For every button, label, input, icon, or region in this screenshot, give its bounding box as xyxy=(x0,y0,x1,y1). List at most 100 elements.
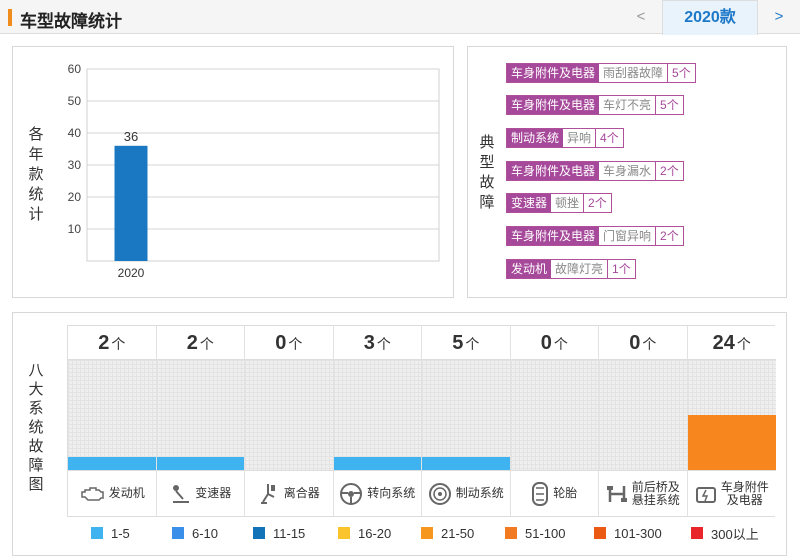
systems-label-char: 大 xyxy=(28,381,44,398)
fault-item[interactable]: 发动机 故障灯亮 1个 xyxy=(506,259,636,279)
legend-swatch xyxy=(421,527,433,539)
system-column-body-electric[interactable]: 24 个 车身附件 及电器 xyxy=(687,326,776,516)
fault-name: 车灯不亮 xyxy=(599,96,657,114)
system-level-area xyxy=(599,360,687,470)
engine-icon xyxy=(80,486,104,501)
system-count: 24 个 xyxy=(687,326,776,360)
yearly-label-char: 统 xyxy=(28,186,44,203)
systems-label-char: 障 xyxy=(28,457,44,474)
systems-label-char: 八 xyxy=(28,362,44,379)
yearly-label-char: 各 xyxy=(28,126,44,143)
bar-value-label: 36 xyxy=(124,129,138,144)
tire-icon xyxy=(532,481,549,506)
prev-year-button[interactable]: < xyxy=(636,8,646,25)
suspension-icon xyxy=(606,485,627,502)
typical-label-char: 障 xyxy=(479,194,495,211)
y-tick-label: 20 xyxy=(68,190,82,204)
title-accent xyxy=(8,9,12,26)
legend-swatch xyxy=(172,527,184,539)
fault-category: 车身附件及电器 xyxy=(507,96,600,114)
brake-disc-icon xyxy=(428,482,451,505)
system-label: 车身附件 及电器 xyxy=(687,470,776,516)
system-level-fill xyxy=(422,457,510,470)
fault-name: 故障灯亮 xyxy=(551,260,609,278)
systems-label-char: 统 xyxy=(28,419,44,436)
fault-count: 2个 xyxy=(584,194,611,212)
system-level-area xyxy=(510,360,598,470)
fault-category: 车身附件及电器 xyxy=(507,227,600,245)
page-title: 车型故障统计 xyxy=(20,12,122,31)
legend-item: 21-50 xyxy=(421,525,474,541)
system-level-area xyxy=(333,360,421,470)
y-tick-label: 40 xyxy=(68,126,82,140)
system-level-area xyxy=(687,360,776,470)
system-label: 轮胎 xyxy=(510,470,598,516)
system-level-fill xyxy=(333,457,421,470)
legend-item: 101-300 xyxy=(594,525,662,541)
system-label-text: 车身附件 及电器 xyxy=(720,479,769,507)
fault-category: 车身附件及电器 xyxy=(507,64,600,82)
y-tick-label: 30 xyxy=(68,158,82,172)
fault-count: 4个 xyxy=(596,129,623,147)
x-tick-label: 2020 xyxy=(118,266,145,280)
system-level-area xyxy=(156,360,244,470)
systems-label-char: 故 xyxy=(28,438,44,455)
clutch-icon xyxy=(260,483,275,504)
fault-item[interactable]: 车身附件及电器 车灯不亮 5个 xyxy=(506,95,684,115)
next-year-button[interactable]: > xyxy=(774,8,784,25)
system-label-text: 前后桥及 悬挂系统 xyxy=(631,479,680,507)
legend-item: 300以上 xyxy=(691,525,759,542)
system-level-area xyxy=(245,360,333,470)
systems-label-char: 系 xyxy=(28,400,44,417)
system-level-area xyxy=(422,360,510,470)
yearly-label-char: 款 xyxy=(28,166,44,183)
typical-label-char: 故 xyxy=(479,174,495,191)
system-level-fill xyxy=(687,415,776,470)
yearly-stats-panel: 各 年 款 统 计 10 20 30 40 50 60 36 2020 xyxy=(12,46,454,298)
system-level-fill xyxy=(156,457,244,470)
gear-shift-icon xyxy=(173,484,190,503)
y-tick-label: 10 xyxy=(68,222,82,236)
fault-item[interactable]: 车身附件及电器 车身漏水 2个 xyxy=(506,161,684,181)
car-body-electric-icon xyxy=(695,486,716,503)
system-label: 变速器 xyxy=(156,470,244,516)
fault-item[interactable]: 制动系统 异响 4个 xyxy=(506,128,624,148)
legend-swatch xyxy=(253,527,265,539)
system-label: 转向系统 xyxy=(333,470,421,516)
yearly-bar-chart: 10 20 30 40 50 60 36 2020 xyxy=(68,62,440,280)
system-level-area xyxy=(68,360,156,470)
fault-count: 2个 xyxy=(656,162,683,180)
legend-item: 6-10 xyxy=(172,525,218,541)
fault-item[interactable]: 变速器 顿挫 2个 xyxy=(506,193,612,213)
legend-swatch xyxy=(594,527,606,539)
fault-category: 制动系统 xyxy=(507,129,564,147)
tab-year-2020[interactable]: 2020款 xyxy=(662,0,758,35)
fault-name: 雨刮器故障 xyxy=(599,64,669,82)
legend-swatch xyxy=(338,527,350,539)
fault-item[interactable]: 车身附件及电器 雨刮器故障 5个 xyxy=(506,63,696,83)
fault-category: 发动机 xyxy=(507,260,552,278)
fault-name: 异响 xyxy=(563,129,597,147)
yearly-label-char: 计 xyxy=(28,206,44,223)
legend-swatch xyxy=(505,527,517,539)
system-label: 发动机 xyxy=(68,470,156,516)
system-label: 前后桥及 悬挂系统 xyxy=(599,470,687,516)
typical-faults-panel: 典 型 故 障 车身附件及电器 雨刮器故障 5个 车身附件及电器 车灯不亮 5个… xyxy=(467,46,787,298)
fault-name: 顿挫 xyxy=(551,194,585,212)
fault-category: 车身附件及电器 xyxy=(507,162,600,180)
legend: 1-5 6-10 11-15 16-20 21-50 51-100 101-30… xyxy=(91,525,781,542)
legend-item: 16-20 xyxy=(338,525,391,541)
fault-item[interactable]: 车身附件及电器 门窗异响 2个 xyxy=(506,226,684,246)
